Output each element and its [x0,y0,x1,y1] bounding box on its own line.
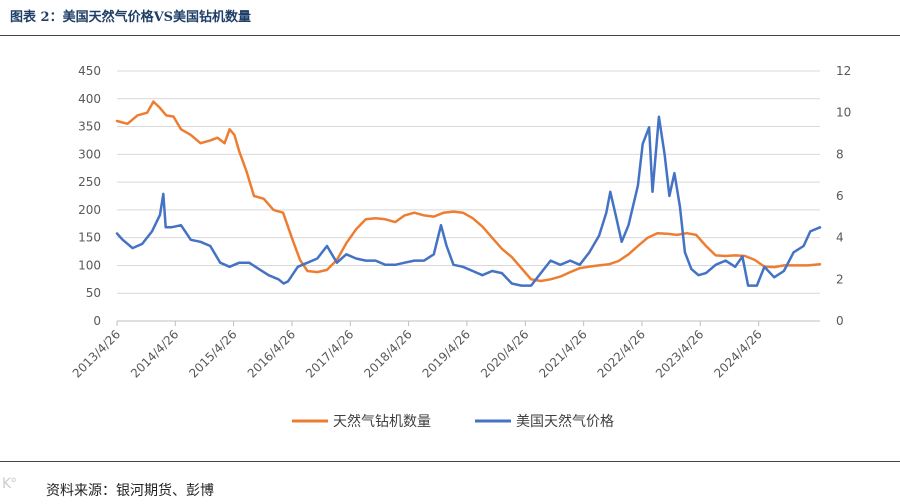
top-rule [0,35,900,36]
legend-label-0: 天然气钻机数量 [333,413,431,430]
legend: 天然气钻机数量 美国天然气价格 [292,413,614,430]
gridlines [117,70,820,294]
y-right-tick-label: 0 [836,314,844,328]
x-tick-label: 2020/4/26 [478,327,531,380]
x-tick-label: 2021/4/26 [536,327,589,380]
x-tick-label: 2022/4/26 [595,327,648,380]
y-left-tick-label: 200 [78,203,101,217]
x-tick-label: 2024/4/26 [711,327,764,380]
x-tick-label: 2019/4/26 [420,327,473,380]
y-left-tick-label: 0 [93,314,101,328]
y-left-tick-label: 100 [78,258,101,272]
x-tick-label: 2014/4/26 [128,327,181,380]
series-line-0 [115,100,822,283]
y-left-tick-label: 450 [78,64,101,78]
x-axis: 2013/4/26 2014/4/26 2015/4/26 2016/4/26 2017… [70,320,820,381]
y-right-tick-label: 10 [836,106,851,120]
x-tick-label: 2015/4/26 [186,327,239,380]
y-axis-left: 0 50 100 150 200 250 300 350 400 450 [78,64,101,328]
bottom-rule [0,461,900,462]
legend-label-1: 美国天然气价格 [516,413,614,430]
figure-title: 图表 2：美国天然气价格VS美国钻机数量 [10,10,252,25]
y-left-tick-label: 150 [78,231,101,245]
x-tick-label: 2023/4/26 [653,327,706,380]
y-left-tick-label: 400 [78,92,101,106]
y-right-tick-label: 2 [836,272,844,286]
y-right-tick-label: 8 [836,147,844,161]
y-left-tick-label: 50 [86,286,101,300]
series-lines [115,100,822,287]
x-tick-label: 2017/4/26 [303,327,356,380]
y-left-tick-label: 350 [78,120,101,134]
y-right-tick-label: 6 [836,189,844,203]
x-tick-label: 2016/4/26 [245,327,298,380]
series-line-1 [115,115,822,287]
y-right-tick-label: 12 [836,64,851,78]
y-right-tick-label: 4 [836,231,844,245]
source-note: 资料来源：银河期货、彭博 [46,483,214,499]
y-left-tick-label: 250 [78,175,101,189]
x-tick-label: 2018/4/26 [361,327,414,380]
x-tick-label: 2013/4/26 [70,327,123,380]
source-mark-icon: K° [2,476,17,492]
chart: 2013/4/26 2014/4/26 2015/4/26 2016/4/26 2017… [70,64,852,430]
y-axis-right: 0 2 4 6 8 10 12 [836,64,851,328]
y-left-tick-label: 300 [78,147,101,161]
